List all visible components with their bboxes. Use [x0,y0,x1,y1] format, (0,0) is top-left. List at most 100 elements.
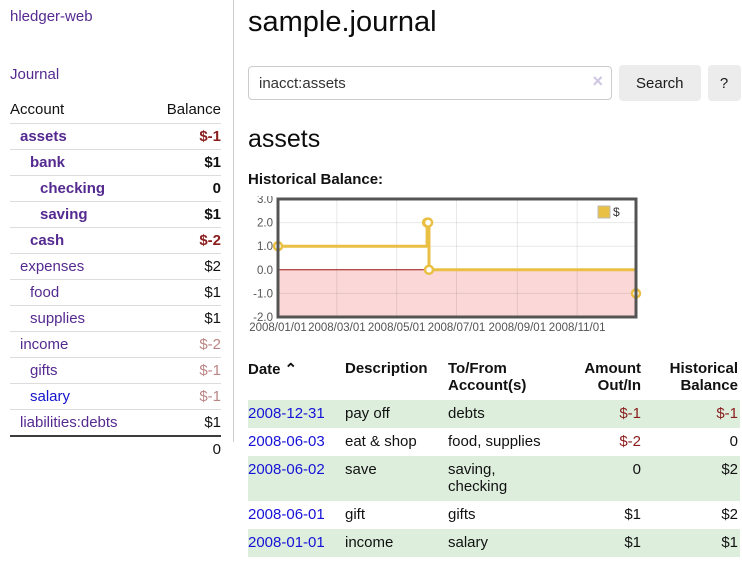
transaction-description: save [345,456,448,501]
sort-ascending-icon: ⌃ [284,361,298,378]
account-link[interactable]: food [30,284,60,301]
legend-swatch [597,205,611,219]
account-balance: $-1 [150,357,221,384]
register-header-date[interactable]: Date ⌃ [248,358,345,400]
transaction-description: income [345,529,448,557]
account-balance: $1 [150,305,221,332]
account-balance: $2 [150,253,221,280]
transaction-row: 2008-06-01 gift gifts $1 $2 [248,501,740,529]
x-tick-label: 2008/11/01 [549,322,606,334]
account-cell: expenses [10,253,151,280]
register-header-accounts[interactable]: To/From Account(s) [448,360,527,394]
transaction-balance: $-1 [643,400,740,428]
account-row: saving $1 [10,201,221,228]
account-link[interactable]: checking [40,180,106,197]
x-tick-label: 2008/07/01 [428,322,486,334]
transaction-date-link[interactable]: 2008-06-03 [248,433,325,450]
transaction-description: gift [345,506,366,523]
transaction-accounts: gifts [448,506,476,523]
account-cell: liabilities:debts [10,409,151,437]
y-tick-label: 0.0 [257,265,273,277]
transaction-date-cell: 2008-12-31 [248,400,345,428]
transaction-amount: $1 [548,529,643,557]
sidebar-item-journal[interactable]: Journal [10,66,60,83]
register-header-balance[interactable]: Historical Balance [669,360,738,394]
x-tick-label: 2008/03/01 [308,322,366,334]
account-row: expenses $2 [10,253,221,280]
transaction-accounts: debts [448,400,548,428]
account-heading: assets [248,125,321,153]
accounts-table: Account Balance assets $-1 bank $1 checking 0… [10,98,221,462]
x-tick-label: 2008/01/01 [249,322,307,334]
transaction-date-link[interactable]: 2008-12-31 [248,405,325,422]
transaction-accounts: food, supplies [448,433,541,450]
accounts-total-value: 0 [150,435,221,462]
account-link[interactable]: saving [40,206,88,223]
account-cell: bank [10,149,151,176]
account-link[interactable]: salary [30,388,71,405]
transaction-amount: $1 [624,506,641,523]
account-link[interactable]: bank [30,154,66,171]
data-point-marker [422,217,434,228]
chart-title: Historical Balance: [248,171,384,188]
account-balance: $-1 [150,123,221,150]
transaction-description: pay off [345,400,448,428]
account-row: food $1 [10,279,221,306]
account-cell: assets [10,123,151,150]
account-row: assets $-1 [10,123,221,150]
transaction-date-cell: 2008-01-01 [248,529,345,557]
account-row: checking 0 [10,175,221,202]
transaction-date-link[interactable]: 2008-06-02 [248,461,325,478]
account-row: income $-2 [10,331,221,358]
main-content: sample.journal × Search ? assets Histori… [248,0,742,557]
account-balance: $-1 [150,383,221,410]
account-cell: supplies [10,305,151,332]
y-tick-label: -1.0 [253,288,273,300]
clear-search-icon[interactable]: × [592,71,603,91]
transaction-date-link[interactable]: 2008-06-01 [248,506,325,523]
sidebar: hledger-web Journal Account Balance asse… [0,0,234,462]
register-header-date-label: Date [248,361,281,378]
y-tick-label: 1.0 [257,241,273,253]
transaction-date-cell: 2008-06-01 [248,501,345,529]
register-header-amount[interactable]: Amount Out/In [584,360,641,394]
account-balance: $1 [150,409,221,437]
account-balance: $-2 [150,227,221,254]
account-cell: saving [10,201,151,228]
transaction-description: eat & shop [345,433,417,450]
y-tick-label: -2.0 [253,312,273,324]
transaction-date-link[interactable]: 2008-01-01 [248,534,325,551]
legend-label: $ [613,205,620,219]
transaction-row: 2008-12-31 pay off debts $-1 $-1 [248,400,740,428]
account-link[interactable]: liabilities:debts [20,414,118,431]
transaction-row: 2008-06-02 save saving, checking 0 $2 [248,456,740,501]
account-cell: checking [10,175,151,202]
account-row: cash $-2 [10,227,221,254]
accounts-header-account: Account [10,98,151,124]
account-cell: salary [10,383,151,410]
accounts-header-balance: Balance [150,98,221,124]
x-tick-label: 2008/05/01 [368,322,426,334]
account-row: gifts $-1 [10,357,221,384]
account-row: salary $-1 [10,383,221,410]
account-link[interactable]: income [20,336,69,353]
account-row: liabilities:debts $1 [10,409,221,437]
brand-link[interactable]: hledger-web [10,8,93,25]
account-link[interactable]: assets [20,128,67,145]
y-tick-label: 3.0 [257,196,273,206]
search-input[interactable] [248,66,612,100]
transaction-balance: $1 [643,529,740,557]
transaction-amount: $-2 [619,433,641,450]
transaction-row: 2008-06-03 eat & shop food, supplies $-2 0 [248,428,740,456]
account-link[interactable]: supplies [30,310,86,327]
help-button[interactable]: ? [707,65,741,101]
register-header-description[interactable]: Description [345,360,428,377]
account-balance: $1 [150,149,221,176]
account-link[interactable]: gifts [30,362,58,379]
search-button[interactable]: Search [619,65,701,101]
account-cell: income [10,331,151,358]
account-link[interactable]: cash [30,232,65,249]
account-link[interactable]: expenses [20,258,85,275]
x-tick-label: 2008/09/01 [489,322,547,334]
